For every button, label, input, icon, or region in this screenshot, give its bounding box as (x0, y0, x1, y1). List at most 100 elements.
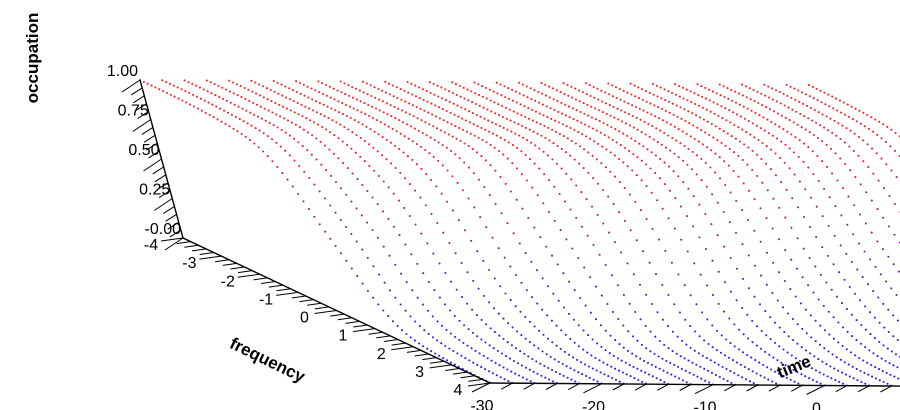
surface-point (832, 337, 835, 340)
surface-point (607, 195, 610, 198)
surface-point (620, 251, 623, 254)
surface-point (451, 175, 454, 178)
surface-point (373, 86, 376, 89)
surface-point (544, 136, 547, 140)
surface-point (269, 88, 272, 92)
z-tick-mark (163, 205, 175, 214)
surface-point (377, 87, 380, 91)
surface-point (534, 99, 537, 102)
surface-point (528, 368, 531, 371)
surface-point (480, 338, 483, 341)
surface-point (680, 238, 683, 241)
surface-point (475, 113, 478, 117)
surface-point (751, 370, 754, 373)
surface-point (444, 99, 448, 102)
surface-point (885, 163, 888, 166)
y-tick-mark (467, 382, 491, 387)
surface-point (452, 349, 455, 353)
surface-point (594, 285, 598, 288)
surface-point (464, 119, 468, 122)
surface-point (375, 119, 378, 122)
surface-point (856, 379, 859, 382)
surface-point (790, 354, 793, 357)
surface-point (817, 358, 820, 361)
surface-point (383, 281, 386, 284)
surface-point (520, 334, 523, 337)
surface-point (733, 372, 736, 375)
surface-point (187, 81, 190, 84)
surface-point (315, 137, 318, 140)
surface-point (258, 83, 261, 86)
surface-point (361, 80, 365, 83)
surface-point (611, 310, 614, 313)
surface-point (777, 271, 781, 274)
surface-point (810, 367, 813, 370)
surface-point (663, 183, 666, 186)
surface-point (445, 146, 448, 149)
surface-point (381, 210, 385, 213)
surface-point (821, 160, 824, 163)
surface-point (295, 80, 298, 83)
surface-point (497, 103, 500, 106)
surface-point (490, 110, 493, 113)
y-tick-label: 1 (338, 328, 347, 345)
surface-point (553, 219, 556, 222)
surface-point (469, 132, 472, 135)
surface-point (488, 344, 491, 347)
surface-point (613, 154, 616, 157)
surface-point (507, 87, 510, 90)
surface-point (696, 375, 699, 378)
surface-point (450, 123, 453, 126)
surface-point (779, 102, 782, 105)
surface-point (426, 347, 429, 350)
surface-point (678, 95, 681, 98)
surface-point (308, 176, 311, 180)
surface-point (569, 208, 572, 211)
surface-point (705, 357, 708, 360)
y-tick-mark (429, 364, 452, 369)
surface-point (663, 88, 666, 91)
surface-point (786, 351, 789, 354)
surface-point (334, 109, 337, 112)
surface-point (698, 116, 702, 119)
surface-point (313, 215, 316, 218)
surface-point (558, 192, 561, 195)
surface-point (878, 321, 881, 324)
surface-point (329, 131, 332, 134)
surface-point (436, 84, 439, 87)
surface-point (196, 107, 199, 110)
y-axis-title: frequency (227, 334, 309, 387)
surface-point (764, 94, 767, 97)
surface-point (842, 101, 845, 104)
surface-point (896, 366, 899, 369)
surface-point (146, 82, 149, 85)
surface-point (815, 380, 818, 383)
surface-point (385, 102, 388, 105)
surface-point (407, 137, 410, 140)
surface-point (602, 222, 605, 225)
surface-point (617, 118, 620, 121)
surface-point (632, 365, 635, 368)
surface-point (528, 320, 532, 323)
z-tick-mark (165, 213, 177, 222)
surface-point (216, 118, 219, 121)
surface-point (493, 101, 496, 104)
surface-point (541, 350, 544, 353)
surface-point (640, 179, 643, 182)
surface-point (332, 152, 335, 155)
surface-point (843, 113, 847, 116)
surface-point (769, 338, 772, 341)
surface-point (642, 145, 645, 148)
surface-point (517, 123, 520, 126)
surface-point (593, 140, 596, 143)
surface-point (283, 117, 286, 120)
surface-point (329, 237, 332, 240)
surface-point (653, 104, 656, 107)
surface-point (751, 341, 754, 344)
surface-point (863, 371, 866, 374)
surface-point (587, 151, 590, 154)
surface-point (882, 216, 885, 219)
surface-point (626, 262, 629, 265)
surface-point (792, 368, 795, 371)
surface-point (325, 83, 328, 87)
